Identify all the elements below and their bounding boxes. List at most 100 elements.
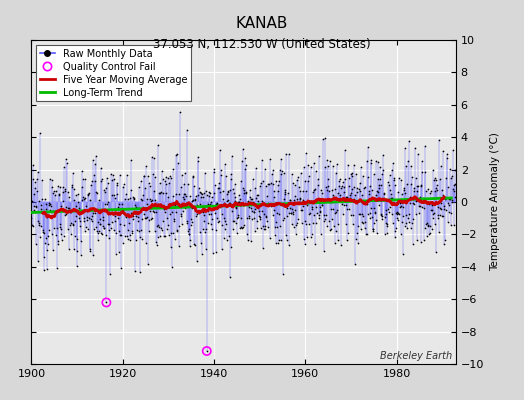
Point	[188, 198, 196, 204]
Point	[53, 224, 61, 231]
Point	[252, 194, 260, 201]
Point	[315, 215, 323, 222]
Point	[62, 156, 70, 162]
Point	[82, 224, 90, 230]
Point	[237, 158, 246, 164]
Point	[150, 228, 159, 234]
Point	[39, 267, 48, 273]
Point	[76, 218, 84, 224]
Point	[351, 192, 359, 198]
Point	[202, 187, 211, 194]
Point	[316, 208, 325, 215]
Point	[246, 187, 254, 194]
Point	[180, 196, 189, 202]
Point	[163, 226, 171, 232]
Point	[350, 196, 358, 202]
Point	[137, 226, 145, 233]
Point	[321, 216, 329, 222]
Point	[149, 188, 158, 194]
Point	[30, 191, 39, 197]
Point	[75, 211, 83, 218]
Point	[105, 227, 114, 233]
Point	[398, 191, 406, 197]
Point	[219, 188, 227, 194]
Point	[273, 224, 281, 231]
Point	[182, 193, 190, 200]
Point	[62, 211, 71, 218]
Point	[311, 241, 319, 247]
Point	[206, 201, 214, 208]
Point	[288, 171, 297, 177]
Point	[276, 166, 284, 173]
Point	[41, 240, 49, 246]
Point	[367, 160, 376, 166]
Point	[101, 189, 110, 196]
Point	[95, 196, 103, 203]
Point	[158, 202, 167, 209]
Point	[292, 195, 301, 202]
Point	[226, 200, 235, 206]
Point	[431, 220, 440, 227]
Point	[384, 206, 392, 212]
Point	[322, 184, 330, 190]
Point	[329, 206, 337, 213]
Point	[64, 205, 72, 212]
Point	[35, 222, 43, 229]
Point	[376, 182, 385, 188]
Point	[116, 172, 124, 178]
Point	[418, 168, 426, 175]
Point	[332, 170, 341, 177]
Point	[179, 208, 187, 214]
Point	[324, 162, 333, 169]
Point	[310, 160, 319, 166]
Point	[418, 158, 426, 164]
Point	[385, 196, 393, 202]
Point	[286, 197, 294, 203]
Point	[444, 202, 453, 208]
Point	[267, 180, 275, 186]
Point	[232, 204, 240, 210]
Point	[105, 235, 113, 242]
Point	[110, 192, 118, 198]
Point	[323, 183, 332, 189]
Point	[288, 206, 296, 213]
Point	[370, 209, 379, 215]
Point	[118, 239, 127, 246]
Point	[167, 174, 176, 181]
Point	[344, 182, 353, 189]
Point	[402, 180, 411, 187]
Point	[97, 164, 105, 171]
Point	[443, 150, 451, 157]
Point	[240, 190, 248, 196]
Point	[232, 205, 241, 211]
Point	[137, 196, 146, 203]
Point	[365, 187, 373, 194]
Point	[47, 203, 55, 209]
Point	[439, 192, 447, 198]
Point	[378, 171, 386, 178]
Point	[68, 222, 77, 229]
Point	[141, 240, 150, 246]
Point	[320, 248, 329, 255]
Point	[227, 176, 236, 182]
Point	[333, 160, 342, 167]
Point	[290, 196, 298, 203]
Point	[192, 193, 200, 200]
Point	[99, 214, 107, 220]
Point	[405, 138, 413, 144]
Point	[83, 191, 92, 197]
Point	[117, 265, 125, 272]
Point	[426, 223, 434, 229]
Point	[300, 240, 309, 247]
Point	[223, 198, 232, 204]
Point	[386, 172, 395, 178]
Point	[53, 238, 62, 244]
Point	[333, 190, 342, 196]
Point	[281, 186, 290, 193]
Point	[169, 201, 178, 207]
Point	[48, 231, 57, 238]
Point	[335, 178, 343, 184]
Point	[447, 210, 455, 217]
Point	[333, 206, 341, 213]
Point	[347, 171, 355, 178]
